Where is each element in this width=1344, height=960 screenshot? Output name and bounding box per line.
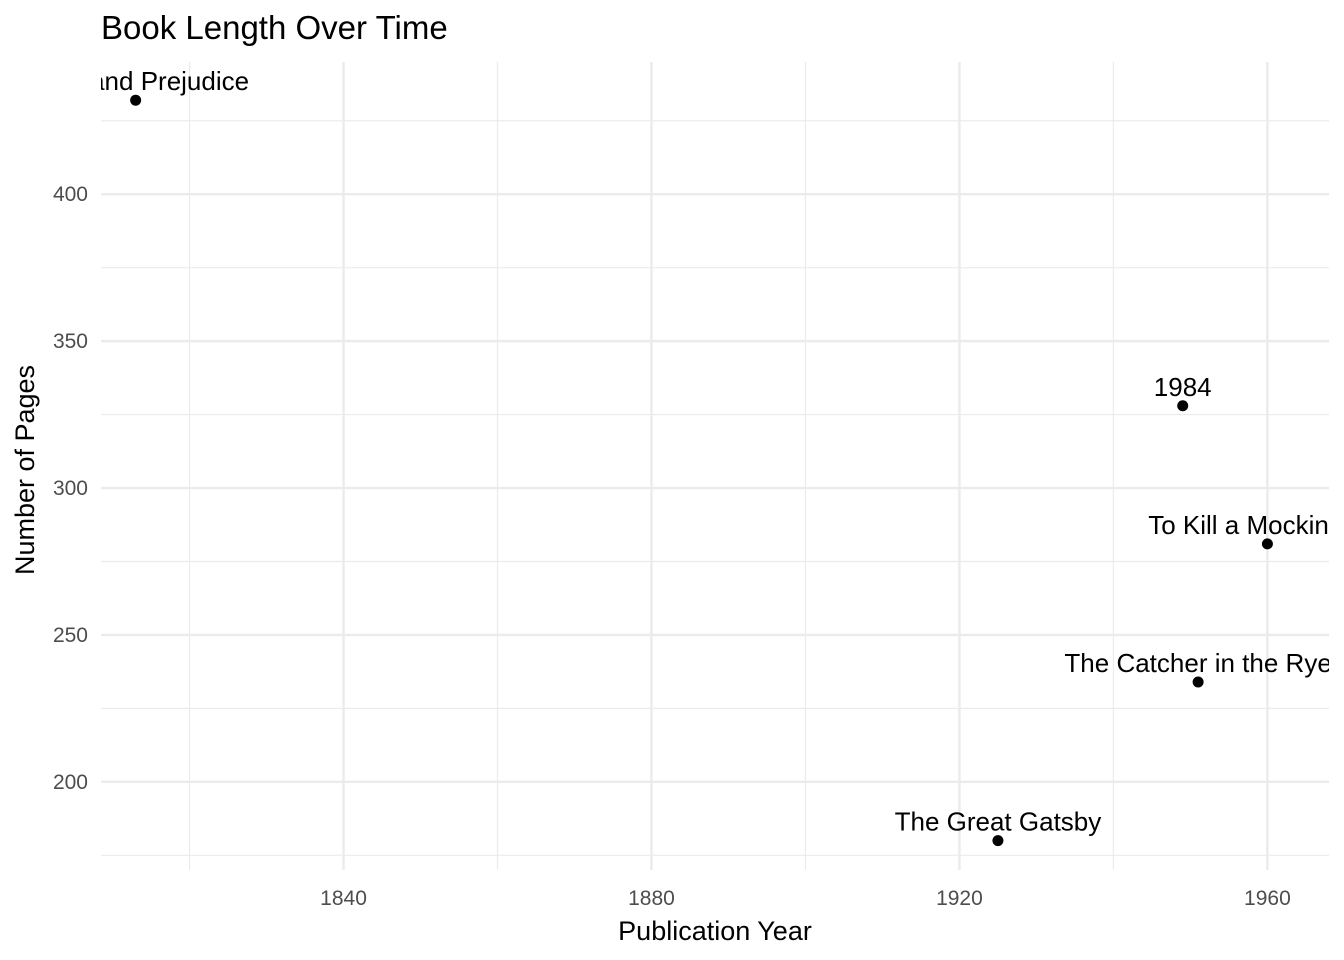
data-point bbox=[130, 94, 142, 106]
point-label: Pride and Prejudice bbox=[22, 66, 249, 96]
x-tick-label: 1960 bbox=[1244, 887, 1291, 910]
x-axis-title: Publication Year bbox=[618, 916, 812, 946]
point-label: To Kill a Mockingbird bbox=[1148, 510, 1344, 540]
data-point bbox=[1177, 400, 1189, 412]
point-label: The Catcher in the Rye bbox=[1064, 648, 1331, 678]
y-tick-label: 300 bbox=[53, 477, 88, 500]
x-tick-label: 1920 bbox=[936, 887, 983, 910]
data-point bbox=[1192, 676, 1204, 688]
y-tick-label: 250 bbox=[53, 624, 88, 647]
x-tick-label: 1840 bbox=[320, 887, 367, 910]
y-axis-ticks: 200 250 300 350 400 bbox=[53, 183, 88, 794]
data-point bbox=[992, 835, 1004, 847]
point-label: The Great Gatsby bbox=[895, 807, 1102, 837]
point-label: 1984 bbox=[1154, 372, 1212, 402]
y-axis-title: Number of Pages bbox=[10, 365, 40, 575]
y-tick-label: 200 bbox=[53, 771, 88, 794]
x-axis-ticks: 1840 1880 1920 1960 bbox=[320, 887, 1291, 910]
chart-title: Book Length Over Time bbox=[101, 9, 448, 46]
grid bbox=[101, 62, 1329, 870]
data-points: Pride and Prejudice The Great Gatsby 1984 T… bbox=[22, 66, 1344, 847]
y-tick-label: 350 bbox=[53, 330, 88, 353]
data-point bbox=[1261, 538, 1273, 550]
y-tick-label: 400 bbox=[53, 183, 88, 206]
x-tick-label: 1880 bbox=[628, 887, 675, 910]
